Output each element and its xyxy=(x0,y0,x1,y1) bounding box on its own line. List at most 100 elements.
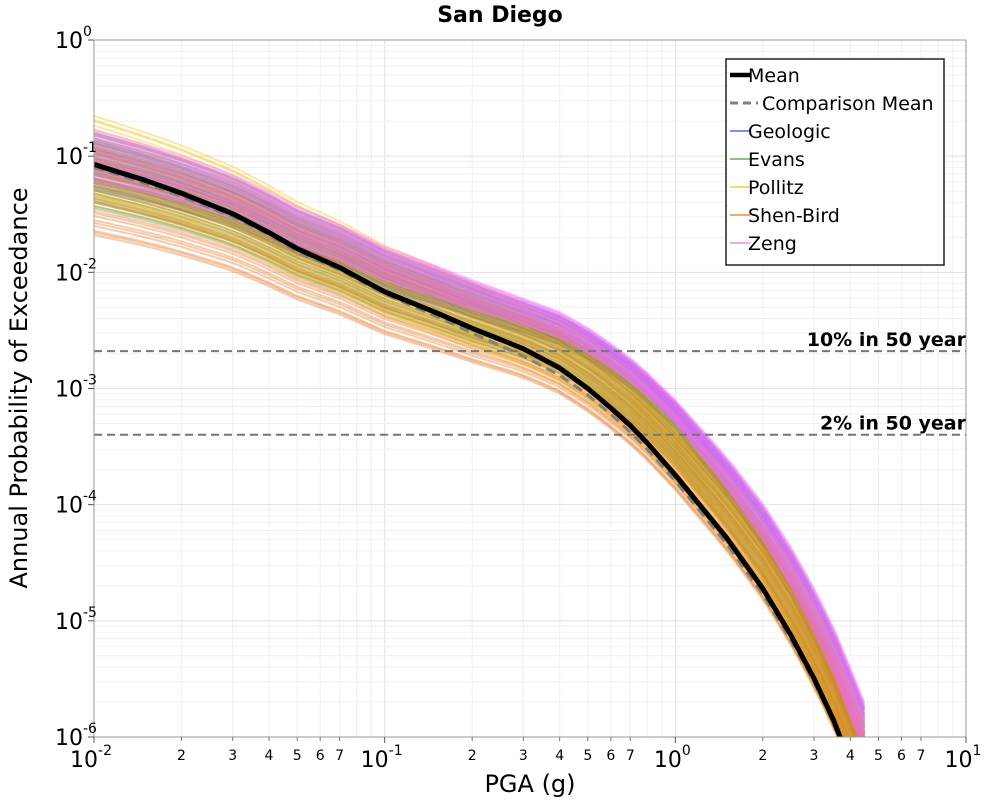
ensemble-curve xyxy=(94,156,866,732)
ensemble-curve xyxy=(94,183,856,737)
x-minor-tick-label: 5 xyxy=(874,748,883,764)
ensemble-curve xyxy=(94,165,866,737)
y-tick-label: 10-2 xyxy=(55,256,97,286)
ensemble-curve xyxy=(94,140,863,737)
ensemble-curve xyxy=(94,151,866,737)
x-minor-tick-label: 6 xyxy=(606,748,615,764)
ensemble-curve xyxy=(94,120,866,723)
ensemble-curve xyxy=(94,149,866,736)
ensemble-curve xyxy=(94,146,861,737)
x-minor-tick-label: 2 xyxy=(177,748,186,764)
x-minor-tick-label: 3 xyxy=(810,748,819,764)
ensemble-curve xyxy=(94,200,848,737)
ensemble-curve xyxy=(94,142,866,715)
ensemble-curve xyxy=(94,153,866,726)
ensemble-curve xyxy=(94,128,866,732)
legend-label: Comparison Mean xyxy=(762,93,934,115)
ensemble-curve xyxy=(94,139,866,716)
x-minor-tick-label: 2 xyxy=(758,748,767,764)
ensemble-curve xyxy=(94,160,863,737)
ensemble-curve xyxy=(94,130,866,734)
ensemble-curve xyxy=(94,177,856,737)
x-axis-label: PGA (g) xyxy=(484,770,575,798)
ensemble-curve xyxy=(94,199,850,737)
ensemble-curve xyxy=(94,151,866,727)
y-tick-label: 100 xyxy=(55,24,92,54)
x-minor-tick-label: 7 xyxy=(335,748,344,764)
ensemble-curve xyxy=(94,187,856,737)
x-minor-tick-label: 3 xyxy=(519,748,528,764)
ensemble-curve xyxy=(94,152,858,737)
x-minor-tick-label: 6 xyxy=(897,748,906,764)
x-minor-tick-label: 4 xyxy=(846,748,855,764)
ensemble-curve xyxy=(94,192,852,737)
ensemble-curve xyxy=(94,161,862,737)
x-tick-label: 100 xyxy=(654,743,691,773)
ensemble-curve xyxy=(94,147,866,733)
y-tick-label: 10-4 xyxy=(55,489,97,519)
x-minor-tick-label: 5 xyxy=(583,748,592,764)
ensemble-curve xyxy=(94,146,866,733)
legend: Mean Comparison Mean Geologic Evans Pollitz S… xyxy=(725,58,945,266)
ensemble-curve xyxy=(94,166,864,737)
y-axis-ticks: 100 10-1 10-2 10-3 10-4 10-5 10-6 xyxy=(55,24,97,751)
x-minor-tick-label: 5 xyxy=(293,748,302,764)
y-tick-label: 10-6 xyxy=(55,721,97,751)
ensemble-curve xyxy=(94,139,866,727)
ensemble-curve xyxy=(94,164,861,737)
ensemble-curve xyxy=(94,205,848,737)
ensemble-curve xyxy=(94,182,858,737)
ensemble-curve xyxy=(94,118,866,722)
reference-line-label: 2% in 50 year xyxy=(820,413,967,435)
legend-label: Zeng xyxy=(748,233,797,255)
x-minor-tick-label: 7 xyxy=(626,748,635,764)
ensemble-curve xyxy=(94,229,840,737)
ensemble-shen-bird xyxy=(94,147,866,737)
legend-label: Geologic xyxy=(748,121,831,143)
ensemble-curve xyxy=(94,181,854,737)
ensemble-curve xyxy=(94,160,862,737)
ensemble-curve xyxy=(94,143,866,717)
x-minor-tick-label: 7 xyxy=(917,748,926,764)
x-tick-label: 101 xyxy=(945,743,982,773)
ensemble-curve xyxy=(94,138,866,712)
ensemble-curve xyxy=(94,129,866,702)
ensemble-curve xyxy=(94,192,850,737)
ensemble-curve xyxy=(94,134,866,711)
ensemble-curve xyxy=(94,133,866,737)
ensemble-curve xyxy=(94,155,864,737)
ensemble-curve xyxy=(94,209,847,737)
ensemble-curve xyxy=(94,180,859,737)
ensemble-curve xyxy=(94,160,866,733)
ensemble-curve xyxy=(94,148,866,725)
ensemble-curve xyxy=(94,159,855,737)
ensemble-curve xyxy=(94,189,856,737)
ensemble-curve xyxy=(94,124,866,728)
ensemble-curve xyxy=(94,141,866,714)
ensemble-curve xyxy=(94,169,863,737)
ensemble-curve xyxy=(94,168,865,737)
y-tick-label: 10-3 xyxy=(55,373,97,403)
y-tick-label: 10-1 xyxy=(55,140,97,170)
ensemble-curve xyxy=(94,231,839,737)
ensemble-curve xyxy=(94,137,866,714)
x-tick-label: 10-2 xyxy=(70,743,112,773)
ensemble-curve xyxy=(94,204,846,737)
mean-line xyxy=(94,162,843,737)
ensemble-curve xyxy=(94,180,855,737)
ensemble-curve xyxy=(94,137,866,711)
ensemble-curve xyxy=(94,158,866,731)
ensemble-curve xyxy=(94,167,864,737)
ensemble-curve xyxy=(94,149,859,737)
ensemble-curve xyxy=(94,142,866,720)
y-axis-label: Annual Probability of Exceedance xyxy=(5,187,33,588)
reference-line-label: 10% in 50 year xyxy=(807,329,967,351)
ensemble-curve xyxy=(94,159,866,736)
ensemble-curve xyxy=(94,149,866,723)
ensemble-curve xyxy=(94,145,866,722)
legend-label: Shen-Bird xyxy=(748,205,840,227)
ensemble-curve xyxy=(94,158,864,737)
ensemble-curve xyxy=(94,146,866,719)
